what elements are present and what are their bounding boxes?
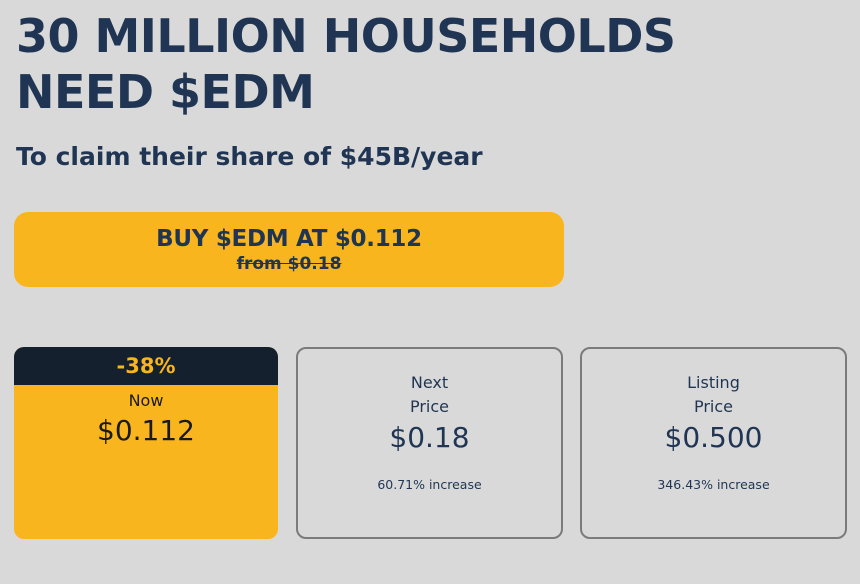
next-price-card: Next Price $0.18 60.71% increase [296, 347, 563, 539]
headline-line-1: 30 MILLION HOUSEHOLDS [16, 9, 676, 63]
listing-price-increase: 346.43% increase [657, 477, 770, 492]
next-price-label-line-2: Price [409, 397, 450, 416]
listing-price-card: Listing Price $0.500 346.43% increase [580, 347, 847, 539]
buy-edm-button[interactable]: BUY $EDM AT $0.112 from $0.18 [14, 212, 564, 287]
buy-button-label: BUY $EDM AT $0.112 [156, 225, 422, 252]
headline-line-2: NEED $EDM [16, 65, 315, 119]
buy-button-old-price: from $0.18 [236, 253, 342, 274]
next-price-increase: 60.71% increase [377, 477, 482, 492]
listing-price-label-line-1: Listing [687, 373, 740, 392]
next-price-value: $0.18 [389, 421, 470, 454]
listing-price-value: $0.500 [664, 421, 763, 454]
discount-badge: -38% [116, 354, 176, 378]
listing-price-label: Listing Price [582, 371, 845, 419]
current-price-card: -38% Now $0.112 [14, 347, 278, 539]
subheadline: To claim their share of $45B/year [16, 142, 483, 171]
discount-band: -38% [14, 347, 278, 385]
current-price-value: $0.112 [97, 414, 195, 447]
listing-price-label-line-2: Price [693, 397, 734, 416]
current-price-label: Now [128, 391, 164, 410]
headline: 30 MILLION HOUSEHOLDS NEED $EDM [16, 8, 676, 120]
next-price-label-line-1: Next [410, 373, 449, 392]
next-price-label: Next Price [298, 371, 561, 419]
